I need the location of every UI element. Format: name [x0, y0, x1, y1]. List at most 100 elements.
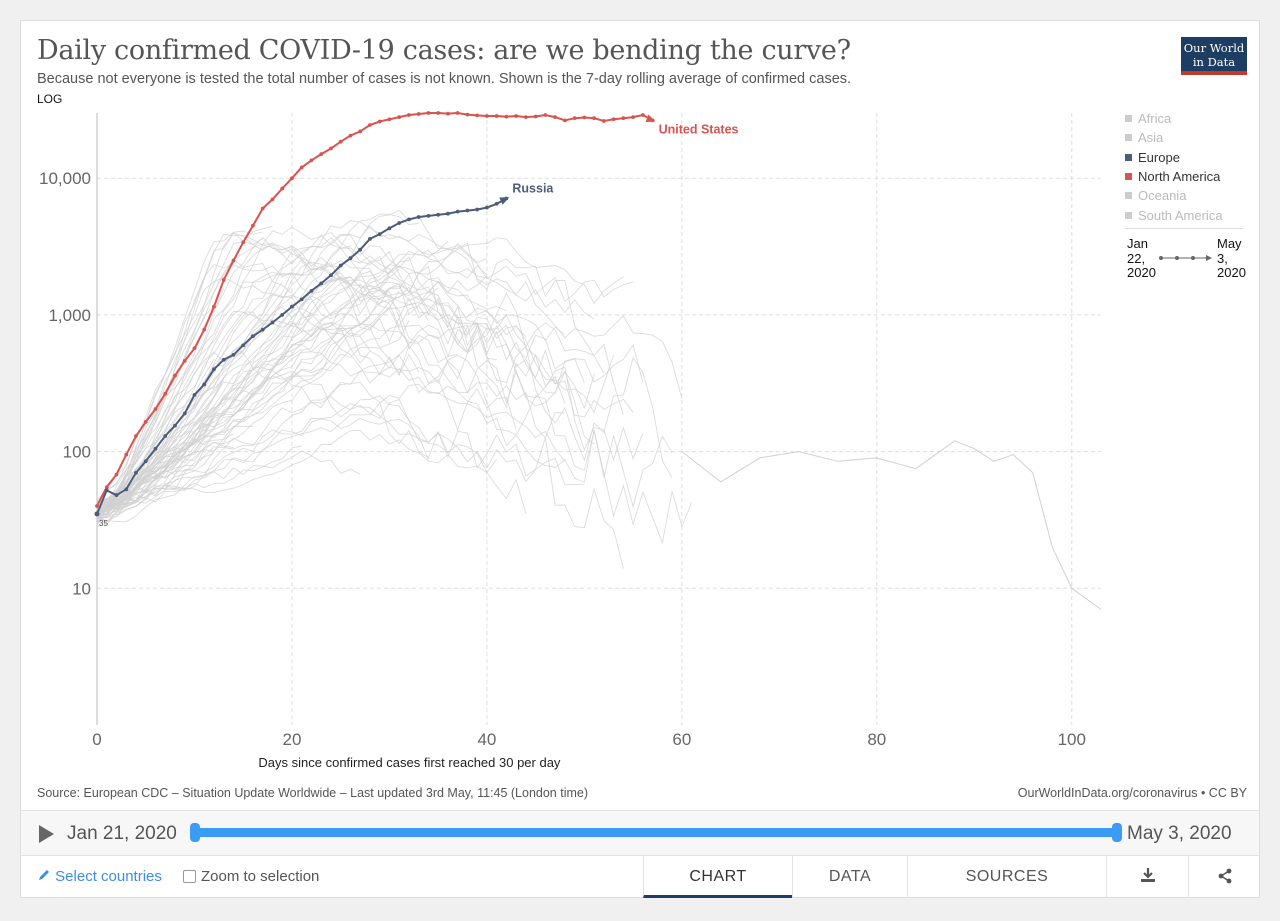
chart-subtitle: Because not everyone is tested the total…: [37, 71, 852, 87]
series-russia: Russia: [95, 182, 554, 516]
data-point: [465, 208, 470, 213]
background-country-line: [96, 232, 478, 506]
data-point: [221, 357, 226, 362]
data-point: [231, 258, 236, 263]
data-point: [572, 116, 577, 121]
legend-item-europe[interactable]: Europe: [1125, 148, 1223, 167]
data-point: [504, 114, 509, 119]
data-point: [251, 334, 255, 338]
x-tick-label: 60: [672, 730, 691, 749]
background-country-line: [96, 288, 225, 524]
select-countries-button[interactable]: Select countries: [37, 868, 162, 885]
legend-swatch: [1125, 173, 1132, 181]
timeline-end-day: 3,: [1217, 250, 1228, 266]
series-line: [96, 111, 654, 507]
data-point: [523, 115, 528, 119]
timeline-start-day: 22,: [1127, 250, 1146, 266]
data-point: [182, 359, 187, 363]
download-button[interactable]: [1106, 856, 1188, 898]
legend-timeline-start: Jan 22, 2020: [1127, 236, 1156, 281]
legend-label: Europe: [1138, 149, 1180, 165]
data-point: [163, 391, 168, 396]
background-country-line: [96, 244, 429, 510]
legend-item-south-america[interactable]: South America: [1125, 205, 1223, 224]
background-country-line: [96, 343, 410, 515]
data-point: [348, 133, 353, 138]
data-point: [582, 115, 587, 120]
legend-item-oceania[interactable]: Oceania: [1125, 186, 1223, 205]
background-country-line: [96, 429, 498, 516]
timeline-end-handle[interactable]: [1112, 823, 1122, 842]
checkbox-box: [183, 870, 196, 883]
background-country-line: [96, 287, 439, 509]
data-point: [319, 152, 324, 157]
y-tick-label: 1,000: [48, 306, 91, 325]
legend-label: Africa: [1138, 111, 1172, 127]
legend-swatch: [1125, 153, 1132, 161]
legend-timeline-arrow: [1159, 255, 1212, 261]
share-button[interactable]: [1188, 856, 1261, 898]
data-point: [426, 111, 431, 115]
legend-timeline: Jan 22, 2020 May 3, 2020: [1125, 228, 1246, 280]
data-point: [338, 139, 343, 144]
data-point: [280, 186, 285, 191]
legend-label: North America: [1138, 169, 1221, 185]
zoom-to-selection-checkbox[interactable]: Zoom to selection: [183, 868, 319, 885]
background-country-line: [96, 264, 458, 510]
legend-swatch: [1125, 134, 1132, 142]
series-end-arrow: [645, 114, 656, 123]
data-point: [309, 288, 314, 293]
logo-line-1: Our World: [1183, 41, 1245, 55]
background-country-line: [96, 271, 595, 505]
legend-item-north-america[interactable]: North America: [1125, 167, 1223, 186]
log-scale-toggle[interactable]: LOG: [37, 92, 63, 106]
data-point: [114, 472, 119, 477]
background-country-line: [96, 261, 683, 524]
data-point: [173, 373, 177, 378]
tab-chart[interactable]: CHART: [643, 856, 792, 898]
data-point: [143, 459, 148, 464]
data-point: [182, 411, 187, 416]
data-point: [368, 123, 372, 127]
data-point: [299, 165, 304, 170]
y-tick-label: 100: [63, 443, 91, 462]
data-point: [192, 392, 197, 397]
data-point: [338, 263, 343, 268]
background-country-line: [96, 383, 566, 523]
data-point: [543, 113, 548, 117]
data-point: [280, 313, 285, 317]
background-country-line: [96, 264, 497, 507]
timeline-slider-track[interactable]: [193, 828, 1119, 837]
legend-item-asia[interactable]: Asia: [1125, 128, 1223, 147]
tab-sources[interactable]: SOURCES: [907, 856, 1106, 898]
legend-item-africa[interactable]: Africa: [1125, 109, 1223, 128]
download-icon: [1140, 868, 1155, 882]
data-point: [270, 320, 275, 325]
credit-link[interactable]: OurWorldInData.org/coronavirus • CC BY: [1017, 786, 1247, 800]
x-tick-label: 80: [867, 730, 886, 749]
data-point: [153, 407, 158, 411]
data-point: [290, 304, 294, 309]
data-point: [446, 211, 450, 216]
data-point: [397, 221, 402, 225]
data-point: [416, 215, 421, 219]
logo-line-2: in Data: [1192, 55, 1236, 69]
timeline-end-month: May: [1217, 236, 1242, 251]
select-countries-label: Select countries: [55, 868, 162, 885]
timeline-start-handle[interactable]: [190, 823, 200, 842]
owid-logo[interactable]: Our World in Data: [1181, 37, 1247, 75]
play-icon[interactable]: [39, 825, 54, 843]
data-point: [368, 236, 372, 241]
data-point: [475, 207, 480, 212]
data-point: [270, 197, 275, 202]
tab-data[interactable]: DATA: [792, 856, 907, 898]
divider: [21, 810, 1259, 811]
data-point: [562, 118, 567, 123]
data-point: [631, 115, 636, 119]
background-country-line: [96, 310, 420, 515]
data-point: [124, 452, 129, 457]
legend-label: South America: [1138, 207, 1223, 223]
background-country-line: [96, 311, 517, 519]
legend: Africa Asia Europe North America Oceania…: [1125, 109, 1223, 225]
data-point: [212, 367, 216, 372]
